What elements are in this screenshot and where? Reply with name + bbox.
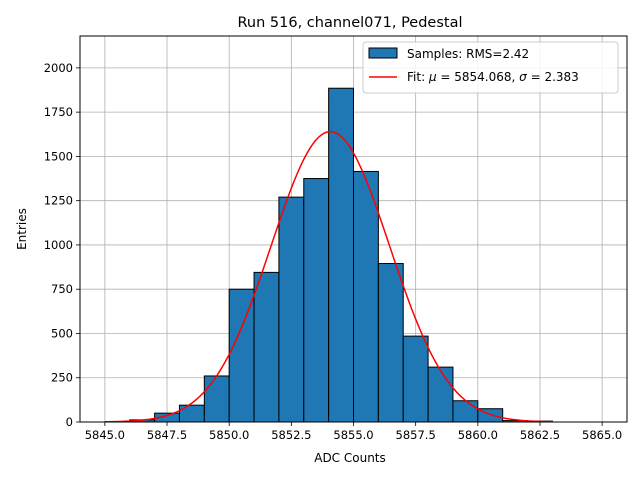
x-tick-label: 5850.0 bbox=[209, 428, 249, 442]
y-tick-label: 750 bbox=[51, 282, 73, 296]
histogram-bar bbox=[402, 335, 429, 423]
histogram-bar bbox=[203, 375, 230, 423]
plot-area: 5845.0 5847.5 5850.0 5852.5 5855.0 5857.5 5860… bbox=[44, 35, 628, 442]
legend-box bbox=[362, 41, 619, 94]
y-axis-ticks: 0 250 500 750 1000 1250 1500 1750 2000 bbox=[44, 61, 80, 429]
y-axis-label: Entries bbox=[15, 208, 29, 250]
fit-curve bbox=[104, 130, 553, 423]
y-tick-label: 1500 bbox=[44, 149, 73, 163]
x-tick-label: 5852.5 bbox=[271, 428, 311, 442]
legend: Samples: RMS=2.42 Fit: μ = 5854.068, σ =… bbox=[362, 41, 619, 94]
chart-title: Run 516, channel071, Pedestal bbox=[237, 15, 462, 31]
x-axis-ticks: 5845.0 5847.5 5850.0 5852.5 5855.0 5857.5 5860… bbox=[85, 422, 622, 442]
legend-samples-label: Samples: RMS=2.42 bbox=[407, 47, 529, 61]
histogram-bar bbox=[253, 271, 280, 423]
x-tick-label: 5857.5 bbox=[396, 428, 436, 442]
y-tick-label: 2000 bbox=[44, 61, 73, 75]
x-tick-label: 5860.0 bbox=[458, 428, 498, 442]
y-tick-label: 250 bbox=[51, 371, 73, 385]
histogram-bar bbox=[178, 404, 205, 423]
histogram-bar bbox=[328, 87, 354, 423]
x-axis-label: ADC Counts bbox=[314, 451, 386, 465]
y-tick-label: 500 bbox=[51, 326, 73, 340]
y-tick-label: 1000 bbox=[44, 238, 73, 252]
histogram-bar bbox=[303, 178, 330, 423]
x-tick-label: 5847.5 bbox=[147, 428, 187, 442]
x-tick-label: 5865.0 bbox=[582, 428, 622, 442]
y-tick-label: 1750 bbox=[44, 105, 73, 119]
x-tick-label: 5855.0 bbox=[333, 428, 373, 442]
x-tick-label: 5845.0 bbox=[85, 428, 125, 442]
histogram-bar bbox=[452, 400, 479, 423]
histogram-bar bbox=[228, 288, 255, 423]
histogram-bar bbox=[353, 170, 379, 423]
y-tick-label: 1250 bbox=[44, 194, 73, 208]
legend-fit-label: Fit: μ = 5854.068, σ = 2.383 bbox=[407, 70, 579, 84]
legend-samples-swatch bbox=[368, 47, 398, 59]
histogram-bar bbox=[427, 366, 454, 423]
histogram-bar bbox=[377, 263, 404, 423]
histogram-bar bbox=[278, 196, 305, 423]
histogram-bars bbox=[129, 87, 553, 423]
x-tick-label: 5862.5 bbox=[520, 428, 560, 442]
y-tick-label: 0 bbox=[66, 415, 73, 429]
